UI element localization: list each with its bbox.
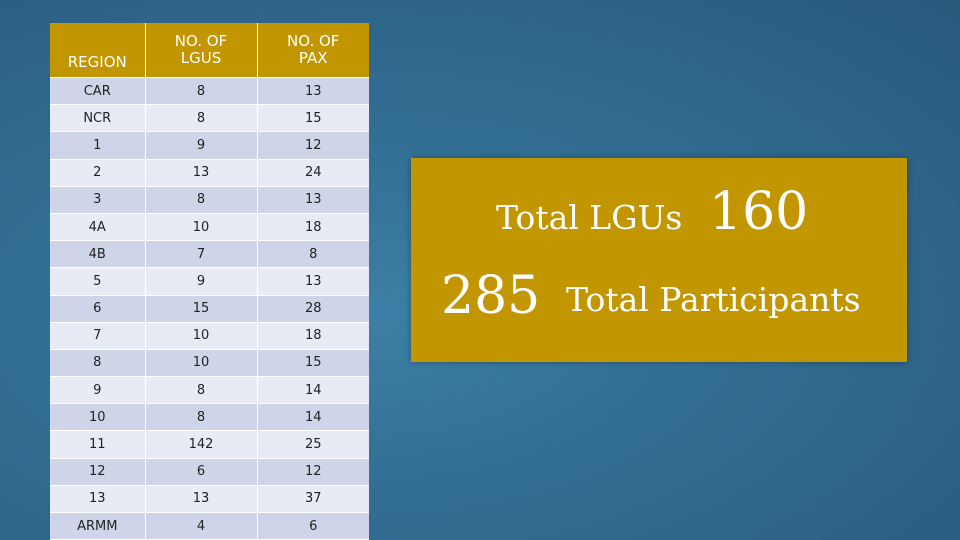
table-row: 3 8 13: [50, 186, 369, 214]
header-no-of-lgus: NO. OF LGUS: [145, 23, 258, 78]
pax-count-cell: 13: [257, 77, 369, 106]
region-cell: 10: [50, 403, 146, 432]
table-row: 1 9 12: [50, 131, 369, 160]
pax-count-cell: 12: [257, 131, 369, 160]
lgus-count-cell: 10: [145, 322, 258, 350]
table-row: 10 8 14: [50, 403, 369, 432]
region-cell: 6: [50, 295, 146, 323]
region-cell: CAR: [50, 77, 146, 106]
pax-count-cell: 6: [257, 512, 369, 540]
lgus-count-cell: 10: [145, 349, 258, 378]
lgus-count-cell: 7: [145, 240, 258, 269]
pax-count-cell: 14: [257, 403, 369, 432]
total-lgus-label: Total LGUs: [496, 198, 683, 237]
table-row: 4A 10 18: [50, 213, 369, 242]
pax-count-cell: 12: [257, 458, 369, 486]
lgus-count-cell: 8: [145, 77, 258, 106]
pax-count-cell: 18: [257, 213, 369, 242]
region-cell: 2: [50, 159, 146, 187]
pax-count-cell: 15: [257, 349, 369, 378]
lgus-count-cell: 13: [145, 159, 258, 187]
header-region: REGION: [50, 23, 146, 78]
region-cell: 7: [50, 322, 146, 350]
pax-count-cell: 15: [257, 104, 369, 133]
region-cell: 1: [50, 131, 146, 160]
pax-count-cell: 37: [257, 485, 369, 514]
pax-count-cell: 13: [257, 186, 369, 214]
pax-count-cell: 24: [257, 159, 369, 187]
lgus-count-cell: 8: [145, 403, 258, 432]
region-cell: 3: [50, 186, 146, 214]
lgus-count-cell: 15: [145, 295, 258, 323]
table-row: 8 10 15: [50, 349, 369, 378]
table-row: 5 9 13: [50, 267, 369, 296]
lgus-count-cell: 8: [145, 376, 258, 405]
table-row: 9 8 14: [50, 376, 369, 405]
table-row: NCR 8 15: [50, 104, 369, 133]
table-row: 12 6 12: [50, 458, 369, 486]
lgus-count-cell: 4: [145, 512, 258, 540]
pax-count-cell: 8: [257, 240, 369, 269]
table-row: 6 15 28: [50, 295, 369, 323]
pax-count-cell: 13: [257, 267, 369, 296]
lgus-count-cell: 8: [145, 104, 258, 133]
region-cell: NCR: [50, 104, 146, 133]
lgus-count-cell: 6: [145, 458, 258, 486]
lgus-count-cell: 9: [145, 131, 258, 160]
lgus-count-cell: 8: [145, 186, 258, 214]
header-no-of-pax: NO. OF PAX: [257, 23, 369, 78]
table-row: CAR 8 13: [50, 77, 369, 106]
table-row: 7 10 18: [50, 322, 369, 350]
summary-box: Total LGUs 160 285 Total Participants: [411, 158, 907, 362]
table-body: CAR 8 13 NCR 8 15 1 9 12 2 13 24 3 8 13 4A 10 18 4B 7 8 5 9 13 6…: [50, 77, 369, 540]
pax-count-cell: 14: [257, 376, 369, 405]
region-cell: 5: [50, 267, 146, 296]
pax-count-cell: 25: [257, 430, 369, 459]
region-cell: 13: [50, 485, 146, 514]
table-row: 11 142 25: [50, 430, 369, 459]
lgus-count-cell: 9: [145, 267, 258, 296]
lgus-count-cell: 10: [145, 213, 258, 242]
table-row: 2 13 24: [50, 159, 369, 187]
table-header-row: REGION NO. OF LGUS NO. OF PAX: [50, 23, 369, 78]
table-row: 13 13 37: [50, 485, 369, 514]
lgus-count-cell: 142: [145, 430, 258, 459]
region-cell: ARMM: [50, 512, 146, 540]
region-cell: 4B: [50, 240, 146, 269]
region-cell: 8: [50, 349, 146, 378]
pax-count-cell: 18: [257, 322, 369, 350]
total-participants-label: Total Participants: [566, 280, 861, 319]
total-lgus-value: 160: [709, 182, 809, 242]
lgus-count-cell: 13: [145, 485, 258, 514]
region-cell: 12: [50, 458, 146, 486]
table-row: ARMM 4 6: [50, 512, 369, 540]
region-table: REGION NO. OF LGUS NO. OF PAX CAR 8 13 NCR 8…: [50, 23, 369, 540]
region-cell: 9: [50, 376, 146, 405]
pax-count-cell: 28: [257, 295, 369, 323]
region-table-container: REGION NO. OF LGUS NO. OF PAX CAR 8 13 NCR 8…: [50, 23, 369, 540]
total-participants-value: 285: [441, 266, 541, 326]
region-cell: 11: [50, 430, 146, 459]
region-cell: 4A: [50, 213, 146, 242]
table-row: 4B 7 8: [50, 240, 369, 269]
